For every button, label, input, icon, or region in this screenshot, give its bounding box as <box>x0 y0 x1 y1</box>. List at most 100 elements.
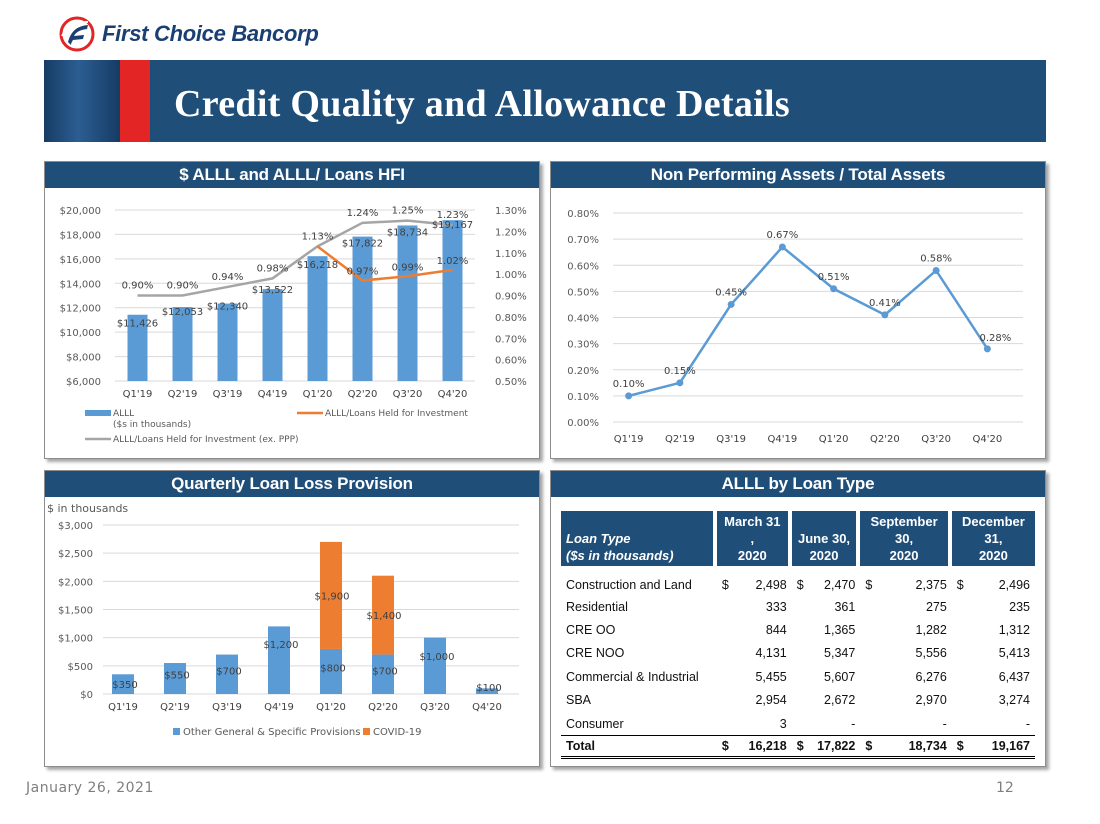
provision-value-label: $350 <box>112 680 137 691</box>
legend-swatch-covid <box>363 728 370 735</box>
npa-point <box>983 345 991 353</box>
provision-value-label: $1,200 <box>264 640 299 651</box>
npa-value-label: 0.41% <box>869 298 901 309</box>
panel-title-alll: $ ALLL and ALLL/ Loans HFI <box>45 162 539 188</box>
table-cell: 2,672 <box>792 689 861 712</box>
cell-value: 6,276 <box>915 669 947 684</box>
npa-value-label: 0.51% <box>818 272 850 283</box>
cell-value: 333 <box>765 599 787 614</box>
y-tick-label: 0.70% <box>567 235 599 246</box>
y-tick-label: 0.30% <box>567 340 599 351</box>
header-line-2: ($s in thousands) <box>566 548 674 563</box>
npa-point <box>778 243 786 251</box>
y-tick-label-right: 0.60% <box>495 356 527 367</box>
cell-value: 2,672 <box>824 693 856 708</box>
y-tick-label: $2,500 <box>58 549 93 560</box>
y-tick-label-right: 0.80% <box>495 313 527 324</box>
cell-value: 3,274 <box>998 693 1030 708</box>
bar-provision <box>164 663 186 694</box>
npa-chart: 0.00% 0.10% 0.20% 0.30% 0.40% 0.50% 0.60% 0.70%… <box>567 209 1023 445</box>
table-row: CRE NOO 4,131 5,347 5,556 5,413 <box>561 642 1035 665</box>
table-cell: $16,218 <box>716 735 792 759</box>
provision-value-label: $100 <box>476 683 501 694</box>
provision-value-label: $550 <box>164 671 189 682</box>
table-cell: $17,822 <box>791 735 861 759</box>
x-tick-label: Q4'19 <box>258 389 288 400</box>
x-tick-label: Q1'20 <box>316 702 346 713</box>
table-row: SBA 2,954 2,672 2,970 3,274 <box>561 689 1035 712</box>
bar-provision <box>320 648 342 694</box>
bar-value-label: $19,167 <box>432 220 473 231</box>
header-line-1: December 31, <box>961 514 1025 546</box>
table-header-row: Loan Type ($s in thousands) March 31 , 2020… <box>561 511 1035 566</box>
y-tick-label: 0.10% <box>567 392 599 403</box>
provision-value-label: $800 <box>320 663 345 674</box>
y-tick-label-left: $10,000 <box>60 328 101 339</box>
cell-value: 1,365 <box>824 623 856 638</box>
cell-value: 2,375 <box>915 577 947 592</box>
header-line-2: 2020 <box>889 548 919 563</box>
cell-value: 5,413 <box>998 646 1030 661</box>
npa-point <box>625 392 633 400</box>
table-cell: $2,496 <box>952 566 1035 595</box>
npa-point <box>881 311 889 319</box>
cell-value: 2,954 <box>755 693 787 708</box>
y-tick-label-right: 0.50% <box>495 377 527 388</box>
npa-value-label: 0.58% <box>920 253 952 264</box>
row-label: Total <box>561 735 717 759</box>
table-cell: 4,131 <box>717 642 792 665</box>
table-cell: 333 <box>717 595 792 618</box>
cell-value: 275 <box>925 599 947 614</box>
unit-note: $ in thousands <box>47 502 128 515</box>
row-label: CRE NOO <box>566 646 625 661</box>
x-tick-label: Q4'20 <box>438 389 468 400</box>
table-row: Consumer 3 - - - <box>561 712 1035 735</box>
banner-red-stripe <box>120 60 150 142</box>
row-label: Residential <box>566 599 628 614</box>
npa-point <box>676 379 684 387</box>
table-row: Construction and Land $2,498 $2,470 $2,375 $… <box>561 566 1035 595</box>
provision-value-label: $1,000 <box>420 652 455 663</box>
cell-value: 2,470 <box>824 577 856 592</box>
legend-label-hfi: ALLL/Loans Held for Investment <box>325 409 468 419</box>
cell-value: 1,312 <box>998 623 1030 638</box>
y-tick-label-right: 0.70% <box>495 334 527 345</box>
bar-alll <box>127 314 148 381</box>
line-value-label-ex-ppp: 1.13% <box>302 231 334 242</box>
y-tick-label: 0.00% <box>567 418 599 429</box>
line-value-label-ex-ppp: 1.25% <box>392 206 424 217</box>
footer-date: January 26, 2021 <box>26 780 154 796</box>
table-row: Commercial & Industrial 5,455 5,607 6,276 6,… <box>561 665 1035 688</box>
cell-value: 235 <box>1009 599 1030 614</box>
covid-value-label: $1,400 <box>367 611 402 622</box>
bar-alll <box>307 256 328 381</box>
table-cell: $2,375 <box>860 566 951 595</box>
npa-value-label: 0.28% <box>979 333 1011 344</box>
cell-value: 844 <box>765 623 787 638</box>
bar-value-label: $18,734 <box>387 227 428 238</box>
row-label: CRE OO <box>566 623 616 638</box>
y-tick-label: 0.80% <box>567 209 599 220</box>
x-tick-label: Q3'19 <box>213 389 243 400</box>
header-line-2: 2020 <box>978 548 1008 563</box>
y-tick-label-right: 1.10% <box>495 249 527 260</box>
npa-value-label: 0.67% <box>766 230 798 241</box>
x-tick-label: Q2'20 <box>368 702 398 713</box>
x-tick-label: Q1'19 <box>614 434 644 445</box>
line-value-label-ex-ppp: 0.94% <box>212 272 244 283</box>
table-cell: 5,607 <box>792 665 861 688</box>
bar-provision <box>112 674 134 694</box>
panel-npa: Non Performing Assets / Total Assets 0.0… <box>550 161 1046 459</box>
cell-value: 6,437 <box>998 669 1030 684</box>
legend-swatch-alll <box>85 410 111 416</box>
x-tick-label: Q2'20 <box>348 389 378 400</box>
table-cell: 3 <box>717 712 792 735</box>
cell-value: 5,556 <box>915 646 947 661</box>
provision-value-label: $700 <box>372 666 397 677</box>
x-tick-label: Q4'19 <box>264 702 294 713</box>
panel-title-npa: Non Performing Assets / Total Assets <box>551 162 1045 188</box>
currency-symbol: $ <box>956 739 964 754</box>
line-value-label-ex-ppp: 1.23% <box>437 210 469 221</box>
cell-value: 18,734 <box>908 739 947 754</box>
legend-label-alll: ALLL <box>113 409 134 419</box>
